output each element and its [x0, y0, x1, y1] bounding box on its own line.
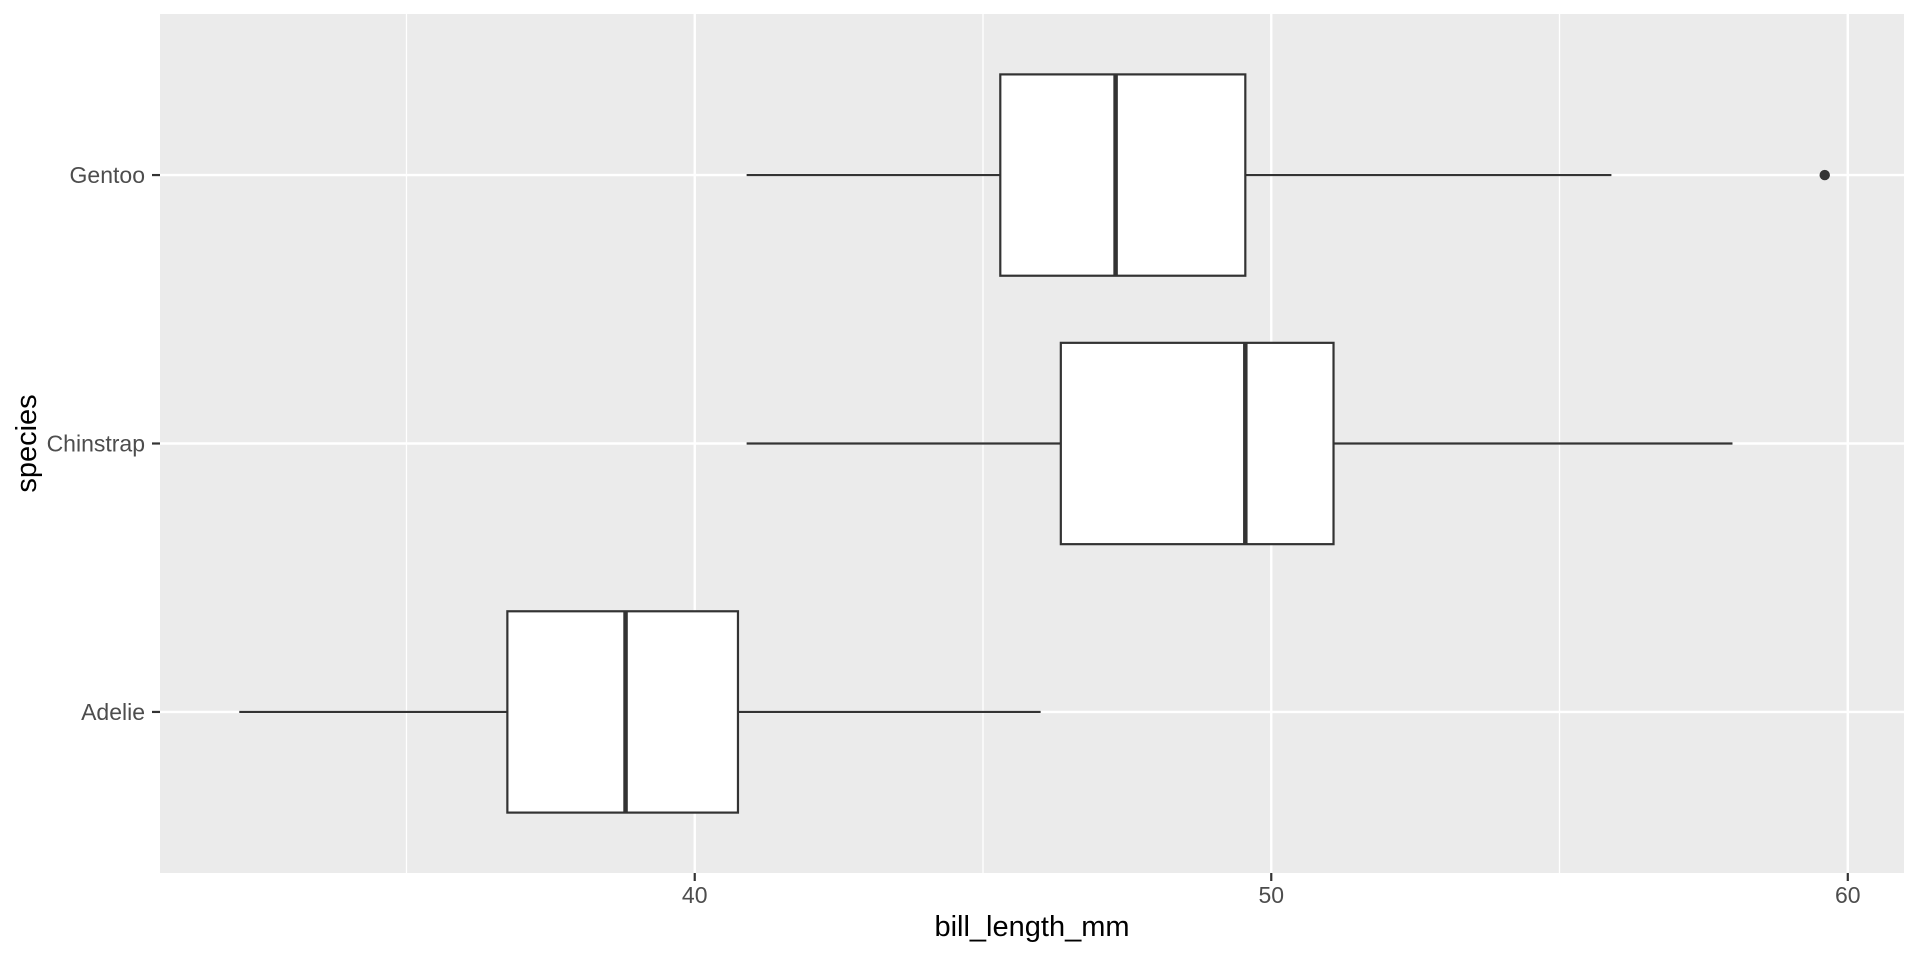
x-tick-label-60: 60	[1835, 882, 1861, 908]
y-axis-title: species	[11, 394, 43, 492]
box-adelie	[506, 610, 740, 814]
x-tick-label-40: 40	[682, 882, 708, 908]
y-tick-label-adelie: Adelie	[81, 699, 145, 725]
y-tick-label-gentoo: Gentoo	[70, 162, 145, 188]
outlier-gentoo-59.6	[1819, 169, 1830, 181]
box-chinstrap	[1059, 341, 1335, 546]
y-tick-label-chinstrap: Chinstrap	[47, 431, 145, 457]
box-gentoo	[999, 73, 1247, 277]
x-axis-title: bill_length_mm	[934, 911, 1129, 943]
x-tick-label-50: 50	[1258, 882, 1284, 908]
